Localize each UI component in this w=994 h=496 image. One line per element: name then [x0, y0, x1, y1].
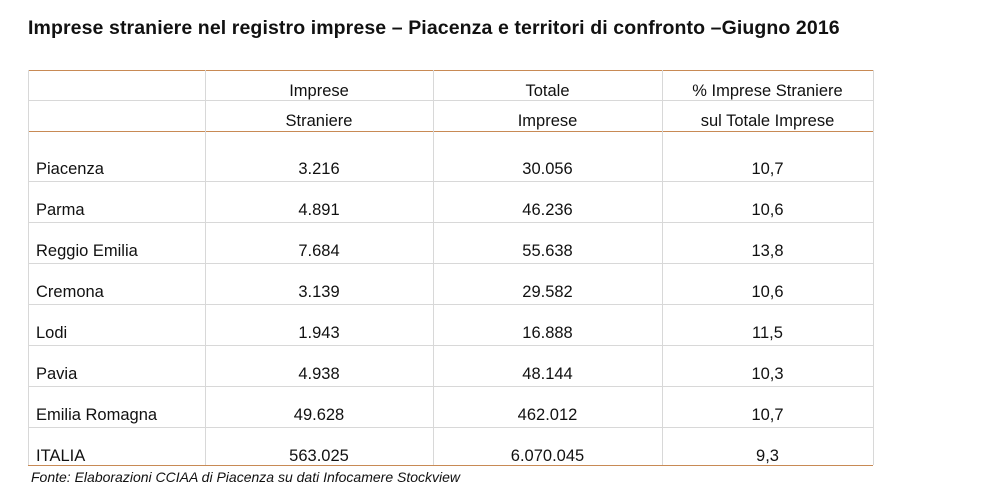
row-territory: ITALIA [36, 447, 86, 465]
row-total: 48.144 [522, 365, 573, 383]
row-pct: 10,3 [751, 365, 784, 383]
row-total: 6.070.045 [510, 447, 585, 465]
row-total: 29.582 [522, 283, 573, 301]
row-territory: Lodi [36, 324, 68, 342]
row-divider [28, 222, 873, 223]
row-divider [28, 304, 873, 305]
row-foreign: 3.216 [298, 160, 340, 178]
header-pct-line2: sul Totale Imprese [700, 112, 835, 130]
column-divider [28, 70, 29, 465]
row-divider [28, 181, 873, 182]
row-total: 55.638 [522, 242, 573, 260]
header-divider [28, 100, 873, 101]
row-territory: Reggio Emilia [36, 242, 138, 260]
row-territory: Piacenza [36, 160, 104, 178]
row-total: 16.888 [522, 324, 573, 342]
row-pct: 9,3 [756, 447, 779, 465]
header-foreign-line2: Straniere [285, 112, 353, 130]
header-foreign-line1: Imprese [289, 82, 349, 100]
row-total: 462.012 [517, 406, 578, 424]
source-note: Fonte: Elaborazioni CCIAA di Piacenza su… [31, 469, 461, 485]
row-foreign: 7.684 [298, 242, 340, 260]
row-territory: Cremona [36, 283, 104, 301]
row-pct: 10,6 [751, 201, 784, 219]
row-territory: Parma [36, 201, 85, 219]
row-total: 30.056 [522, 160, 573, 178]
row-divider [28, 345, 873, 346]
column-divider [433, 70, 434, 465]
row-pct: 10,6 [751, 283, 784, 301]
table-bottom-rule [28, 465, 873, 466]
row-pct: 11,5 [752, 324, 783, 342]
table-top-rule [28, 70, 873, 71]
row-territory: Pavia [36, 365, 78, 383]
header-total-line1: Totale [525, 82, 570, 100]
row-divider [28, 386, 873, 387]
header-total-line2: Imprese [517, 112, 578, 130]
page-title: Imprese straniere nel registro imprese –… [28, 17, 840, 39]
row-foreign: 3.139 [298, 283, 340, 301]
column-divider [205, 70, 206, 465]
header-pct-line1: % Imprese Straniere [692, 82, 843, 100]
row-foreign: 4.938 [298, 365, 340, 383]
row-pct: 10,7 [751, 160, 784, 178]
column-divider [873, 70, 874, 465]
row-divider [28, 427, 873, 428]
row-foreign: 1.943 [298, 324, 340, 342]
row-foreign: 49.628 [293, 406, 345, 424]
row-pct: 10,7 [751, 406, 784, 424]
column-divider [662, 70, 663, 465]
row-pct: 13,8 [751, 242, 784, 260]
header-bottom-rule [28, 131, 873, 132]
row-divider [28, 263, 873, 264]
row-foreign: 4.891 [298, 201, 340, 219]
row-territory: Emilia Romagna [36, 406, 158, 424]
row-foreign: 563.025 [289, 447, 349, 465]
row-total: 46.236 [522, 201, 573, 219]
